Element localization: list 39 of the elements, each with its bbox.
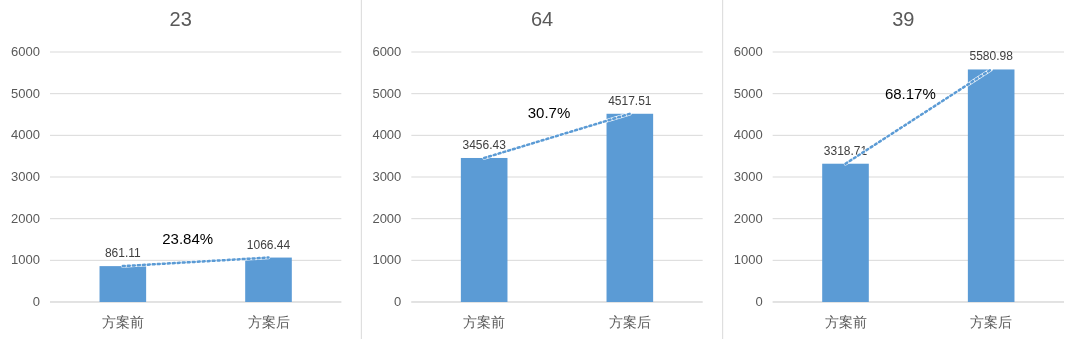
x-tick-label: 方案前 [101,314,144,330]
data-label: 1066.44 [246,237,291,252]
x-tick-label: 方案前 [824,314,867,330]
y-tick-label: 3000 [11,169,40,184]
y-tick-label: 6000 [733,44,763,59]
y-tick-label: 2000 [11,210,40,226]
y-tick-label: 0 [394,294,402,309]
annotation: 23.84% [162,229,214,247]
x-tick-label: 方案后 [970,314,1013,330]
chart-title: 23 [169,8,192,30]
chart-title: 39 [892,8,915,30]
y-tick-label: 4000 [733,127,763,143]
y-tick-label: 5000 [733,85,763,101]
annotation: 68.17% [884,84,936,102]
y-tick-label: 0 [32,294,40,309]
data-label: 3318.71 [823,143,868,158]
y-tick-label: 3000 [372,169,402,184]
y-tick-label: 6000 [11,44,40,59]
data-label: 861.11 [104,246,142,261]
x-tick-label: 方案后 [608,314,651,330]
y-tick-label: 0 [755,294,763,309]
y-tick-label: 2000 [372,210,402,226]
data-label: 3456.43 [462,137,507,152]
x-tick-label: 方案前 [463,314,506,330]
y-tick-label: 5000 [372,85,402,101]
data-label: 4517.51 [608,93,652,108]
x-tick-label: 方案后 [247,314,290,330]
annotation: 30.7% [527,103,571,121]
data-label: 5580.98 [969,49,1014,64]
y-tick-label: 3000 [733,169,763,184]
y-tick-label: 4000 [372,127,402,143]
y-tick-label: 1000 [11,252,40,268]
y-tick-label: 2000 [733,210,763,226]
y-tick-label: 5000 [11,85,40,101]
y-tick-label: 1000 [372,252,402,268]
y-tick-label: 1000 [733,252,763,268]
y-tick-label: 6000 [372,44,402,59]
y-tick-label: 4000 [11,127,40,143]
chart-title: 64 [530,8,554,30]
